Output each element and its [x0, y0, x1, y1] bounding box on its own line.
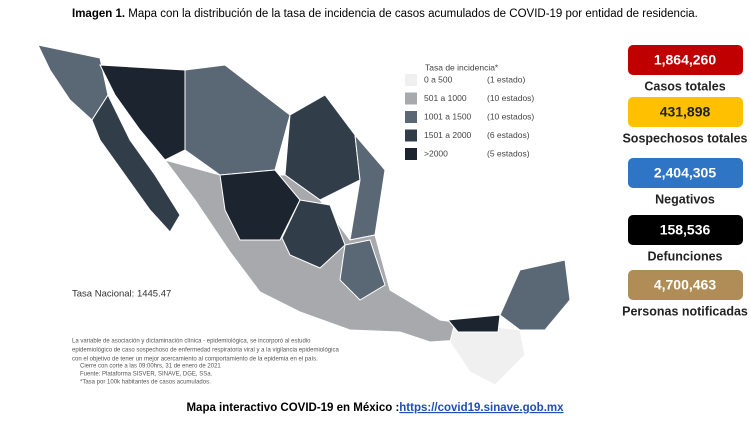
note-line: *Tasa por 100k habitantes de casos acumu…	[80, 380, 211, 386]
stat-box	[628, 45, 743, 75]
region	[219, 169, 301, 241]
stats: 1,864,260 Casos totales 431,898 Sospechosos…	[622, 45, 748, 318]
stat-value: 2,404,305	[654, 165, 716, 181]
stat-box	[628, 97, 743, 127]
stat-value: 1,864,260	[654, 52, 716, 68]
footer: Mapa interactivo COVID-19 en México :htt…	[186, 402, 564, 414]
region	[184, 64, 291, 176]
legend-swatch	[405, 92, 417, 105]
note-line: epidemiológico de caso sospechoso de enf…	[72, 348, 339, 354]
legend-swatch	[405, 148, 417, 160]
legend-range: 1001 a 1500	[424, 111, 472, 121]
footer-link[interactable]: https://covid19.sinave.gob.mx	[399, 402, 564, 414]
stat-label: Personas notificadas	[622, 304, 748, 318]
caption-label: Imagen 1.	[72, 8, 125, 20]
note-line: Cierre con corte a las 09:00hrs, 31 de e…	[80, 364, 221, 370]
legend-range: >2000	[424, 148, 448, 158]
legend-swatch	[405, 74, 417, 86]
stat-box	[628, 270, 743, 300]
note-line: con el objetivo de tener un mejor acerca…	[72, 357, 318, 363]
region	[37, 44, 109, 121]
region	[281, 199, 346, 269]
legend-swatch	[405, 129, 417, 142]
legend-count: (10 estados)	[487, 93, 534, 103]
stat-value: 431,898	[660, 104, 711, 120]
note-line: Fuente: Plataforma SISVER, SINAVE, DGE, …	[80, 372, 213, 378]
notes: La variable de asociación y dictaminació…	[72, 339, 339, 386]
stat-value: 158,536	[660, 222, 711, 238]
stat-box	[628, 215, 743, 245]
caption: Imagen 1. Mapa con la distribución de la…	[72, 8, 698, 20]
footer-text: Mapa interactivo COVID-19 en México :	[186, 402, 399, 414]
legend-range: 0 a 500	[424, 74, 453, 84]
region	[499, 259, 571, 331]
stat-label: Defunciones	[647, 249, 722, 263]
legend-title: Tasa de incidencia*	[425, 62, 499, 72]
stat-label: Casos totales	[644, 79, 725, 93]
legend-count: (5 estados)	[487, 148, 530, 158]
legend-count: (10 estados)	[487, 111, 534, 121]
legend-range: 501 a 1000	[424, 93, 467, 103]
stat-label: Negativos	[655, 192, 715, 206]
legend-count: (6 estados)	[487, 130, 530, 140]
region	[91, 93, 181, 233]
stat-value: 4,700,463	[654, 277, 716, 293]
legend: Tasa de incidencia* 0 a 500 (1 estado) 501 …	[405, 62, 534, 160]
note-line: La variable de asociación y dictaminació…	[72, 339, 311, 345]
stat-box	[628, 158, 743, 188]
region	[339, 239, 386, 301]
caption-text: Mapa con la distribución de la tasa de i…	[128, 8, 698, 20]
legend-count: (1 estado)	[487, 74, 525, 84]
map	[37, 44, 571, 386]
national-rate: Tasa Nacional: 1445.47	[72, 289, 171, 300]
stat-label: Sospechosos totales	[622, 131, 747, 145]
legend-swatch	[405, 111, 417, 123]
legend-range: 1501 a 2000	[424, 130, 472, 140]
region	[447, 314, 501, 333]
